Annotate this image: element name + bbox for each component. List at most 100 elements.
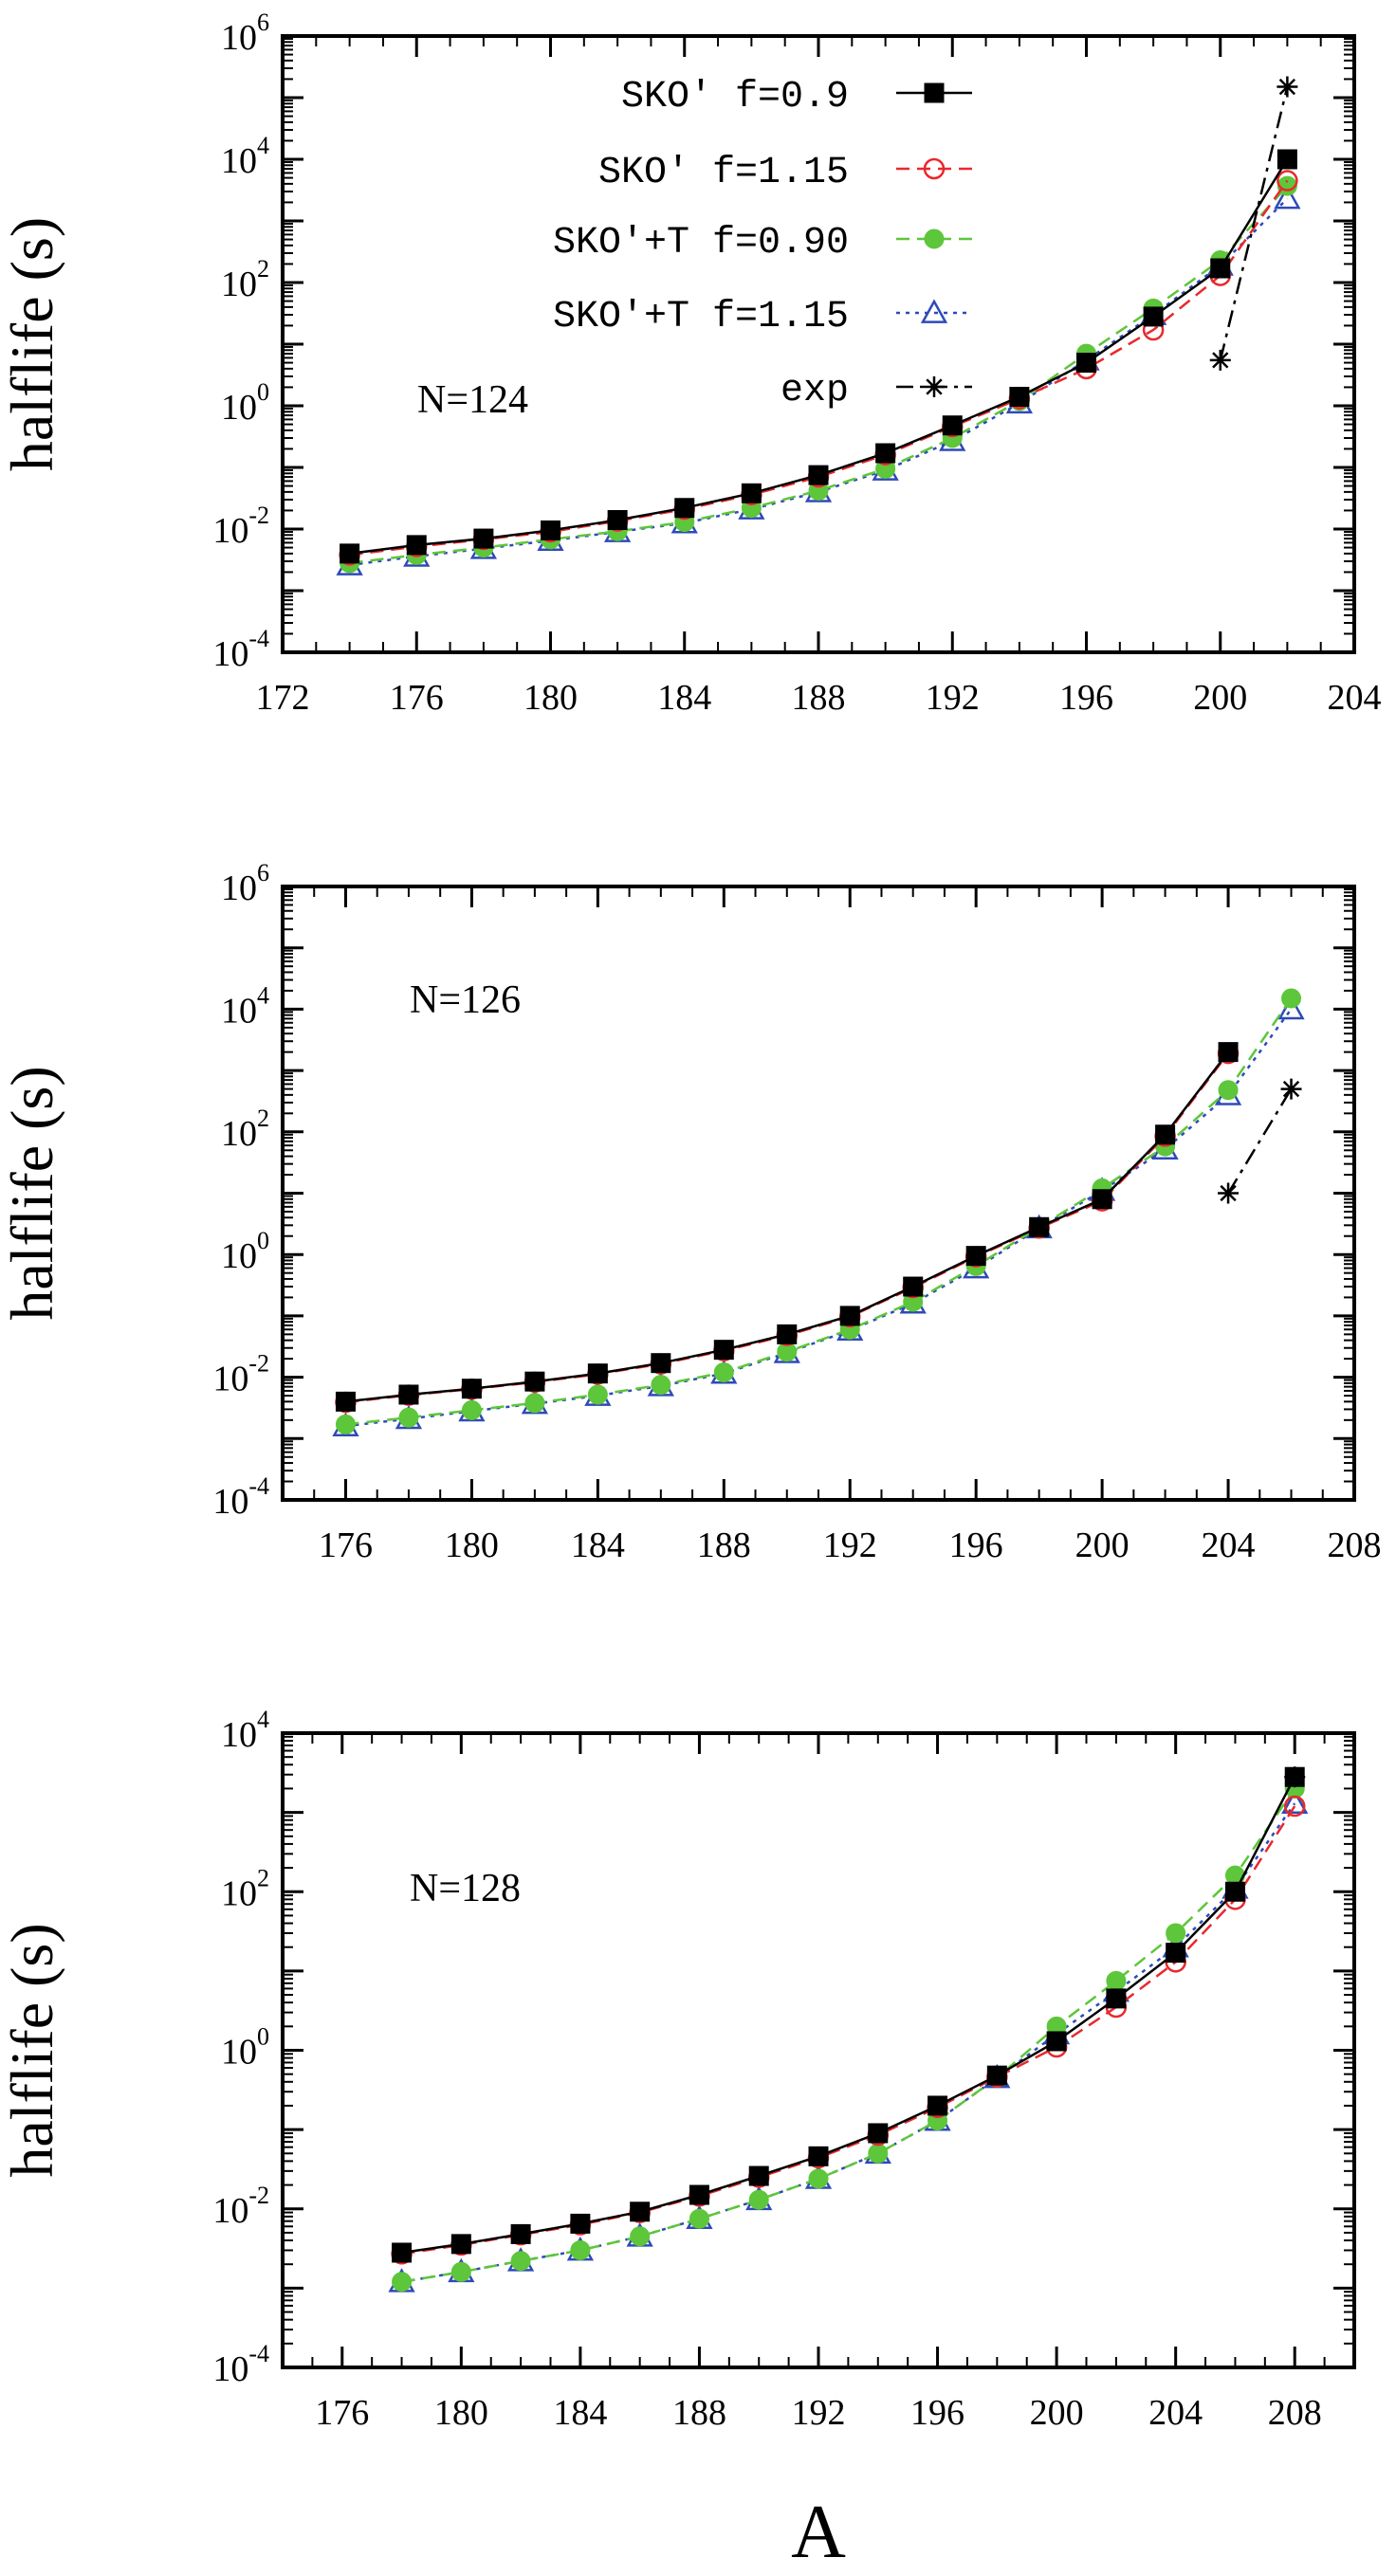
data-point [335,1414,356,1434]
data-point [651,1375,671,1396]
y-tick-label: 10-2 [212,2182,269,2231]
data-point [541,520,560,540]
data-point [741,483,762,503]
data-point [1046,2031,1067,2052]
panel-annotation: N=128 [410,1867,521,1910]
data-point [965,1246,986,1267]
y-tick-label: 104 [221,132,269,181]
series-line [401,1776,1296,2255]
data-point [1218,1080,1239,1101]
data-point [510,2251,531,2272]
legend-label: exp [781,370,849,412]
series-3 [332,995,1305,1436]
x-tick-label: 176 [390,678,444,718]
panel-annotation: N=126 [410,978,521,1022]
data-point [713,1361,734,1382]
legend-label: SKO′ f=1.15 [598,152,849,194]
x-tick-label: 176 [315,2393,369,2433]
data-point [839,1306,860,1326]
y-tick-label: 100 [221,378,269,428]
series-4 [1284,1766,1306,1788]
legend-marker [924,376,945,397]
x-tick-label: 188 [672,2393,726,2433]
y-tick-label: 10-2 [212,502,269,551]
x-tick-label: 196 [1059,678,1113,718]
data-point [689,2184,709,2205]
data-point [1106,1970,1127,1991]
data-point [875,443,896,464]
series-4 [1218,1078,1302,1204]
x-tick-label: 204 [1148,2393,1203,2433]
y-axis-label: halflife (s) [0,217,65,471]
series-line [1227,1087,1293,1195]
plot-frame [281,1731,1356,2369]
data-point [1092,1189,1112,1210]
data-point [1277,170,1298,192]
x-tick-label: 192 [926,678,980,718]
series-4 [1209,76,1298,371]
data-point [461,1379,482,1399]
series-2 [335,988,1302,1434]
data-point [1166,1923,1186,1944]
data-point [1274,184,1301,210]
y-axis-label: halflife (s) [0,1923,65,2177]
data-point [1210,258,1231,279]
series-line [401,1802,1296,2284]
data-point [1029,1216,1050,1237]
data-point [777,1324,798,1344]
x-tick-label: 172 [256,678,310,718]
series-2 [392,1778,1305,2293]
x-tick-label: 208 [1328,1526,1382,1565]
y-tick-label: 100 [221,2023,269,2073]
data-point [1277,76,1298,98]
series-1 [391,1795,1306,2265]
series-line [1219,86,1289,361]
x-tick-label: 180 [524,678,578,718]
y-tick-label: 106 [221,859,269,908]
chart-panel-2: 10-4 10-2 100 102 104 106 176 180 184 188 192 196 20… [0,859,1382,1565]
x-tick-label: 200 [1193,678,1247,718]
y-tick-label: 100 [221,1227,269,1276]
series-line [401,1787,1296,2284]
data-point [1281,1789,1309,1814]
data-point [510,2223,531,2244]
legend-label: SKO′+T f=1.15 [553,296,849,338]
data-point [473,528,494,549]
x-tick-label: 196 [910,2393,964,2433]
data-point [928,2095,948,2116]
x-tick-label: 188 [792,678,846,718]
data-point [406,535,427,556]
series-0 [340,149,1297,564]
data-point [1143,306,1164,327]
data-point [986,2065,1007,2086]
x-tick-label: 188 [697,1526,751,1565]
data-point [1277,149,1297,170]
data-point [587,1384,608,1405]
data-point [398,1407,419,1428]
data-point [808,465,829,485]
legend: SKO′ f=0.9 SKO′ f=1.15 SKO′+T f=0.90 SKO′+T… [553,76,972,412]
data-point [1155,1124,1176,1145]
x-tick-label: 180 [434,2393,488,2433]
data-point [1284,1766,1306,1788]
series-0 [392,1766,1305,2263]
data-point [1209,349,1231,371]
x-tick-label: 204 [1202,1526,1256,1565]
plot-frame [281,34,1356,654]
panel-annotation: N=124 [417,378,528,422]
data-point [868,2143,889,2164]
y-tick-label: 104 [221,981,269,1031]
x-axis-label: A [791,2491,846,2574]
data-point [570,2239,591,2260]
data-point [1076,353,1096,374]
data-point [808,2168,829,2189]
x-tick-label: 184 [553,2393,607,2433]
data-point [942,415,963,436]
x-tick-label: 192 [792,2393,846,2433]
legend-marker [920,299,948,323]
data-point [1277,175,1297,196]
data-point [674,498,695,519]
legend-marker [924,228,945,249]
x-tick-label: 204 [1328,678,1382,718]
